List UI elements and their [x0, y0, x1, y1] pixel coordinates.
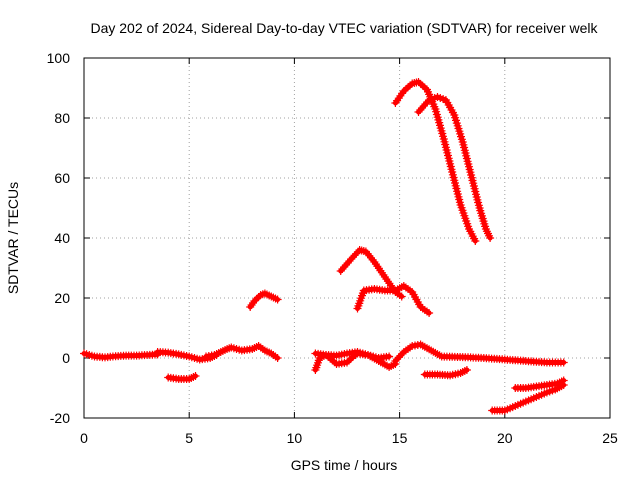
x-tick-label: 0	[80, 430, 88, 446]
x-tick-label: 5	[185, 430, 193, 446]
chart-title: Day 202 of 2024, Sidereal Day-to-day VTE…	[90, 20, 598, 36]
data-point	[385, 352, 394, 361]
series-baseline-e	[311, 348, 394, 362]
axis-ticks: 0 5 10 15 20 25 -20 0 20 40 60 80 100	[47, 50, 618, 446]
data-point	[393, 355, 402, 364]
data-point	[347, 255, 356, 263]
series-tail-20h-b	[511, 376, 568, 392]
data-point	[343, 259, 352, 267]
data-point	[338, 265, 347, 273]
y-tick-label: 0	[62, 350, 70, 366]
series-baseline-f	[391, 340, 568, 367]
data-point	[394, 353, 403, 362]
data-point	[391, 357, 400, 365]
series-baseline-a	[80, 349, 162, 362]
data-point	[340, 263, 349, 271]
data-point	[416, 106, 425, 114]
data-point	[350, 251, 359, 260]
data-layer	[80, 78, 568, 415]
y-tick-label: 100	[47, 50, 71, 66]
y-axis-label: SDTVAR / TECUs	[5, 182, 21, 294]
data-point	[462, 366, 471, 374]
data-point	[345, 257, 354, 265]
data-point	[423, 98, 432, 106]
y-tick-label: -20	[50, 410, 70, 426]
data-point	[273, 295, 282, 304]
x-axis-label: GPS time / hours	[291, 457, 398, 473]
data-point	[486, 234, 495, 242]
data-point	[398, 349, 407, 358]
x-tick-label: 15	[392, 430, 408, 446]
x-tick-label: 25	[602, 430, 618, 446]
data-point	[559, 358, 568, 367]
data-point	[421, 100, 430, 108]
data-point	[341, 261, 350, 269]
data-point	[273, 354, 282, 362]
data-point	[559, 376, 568, 385]
series-hump-8h	[246, 289, 282, 311]
series-baseline-c	[202, 342, 282, 362]
y-tick-label: 60	[54, 170, 70, 186]
series-neg-short-b	[420, 366, 471, 380]
y-tick-label: 40	[54, 230, 70, 246]
series-tail-20h-a	[488, 381, 568, 415]
data-point	[418, 104, 426, 112]
x-tick-label: 20	[497, 430, 513, 446]
y-tick-label: 80	[54, 110, 70, 126]
data-point	[471, 237, 480, 245]
data-point	[397, 292, 406, 301]
data-point	[249, 299, 257, 307]
data-point	[353, 247, 362, 256]
data-point	[425, 309, 434, 317]
series-arc-14h	[353, 282, 434, 317]
series-neg-short-a	[164, 372, 200, 383]
data-point	[336, 267, 345, 275]
data-point	[191, 372, 200, 380]
y-tick-label: 20	[54, 290, 70, 306]
data-point	[352, 249, 361, 258]
series-peak-16h-a	[391, 78, 480, 245]
data-point	[348, 253, 357, 262]
data-point	[414, 108, 423, 116]
data-point	[419, 102, 428, 110]
series-peak-16h-b	[414, 93, 495, 242]
data-point	[396, 351, 405, 360]
x-tick-label: 10	[287, 430, 303, 446]
